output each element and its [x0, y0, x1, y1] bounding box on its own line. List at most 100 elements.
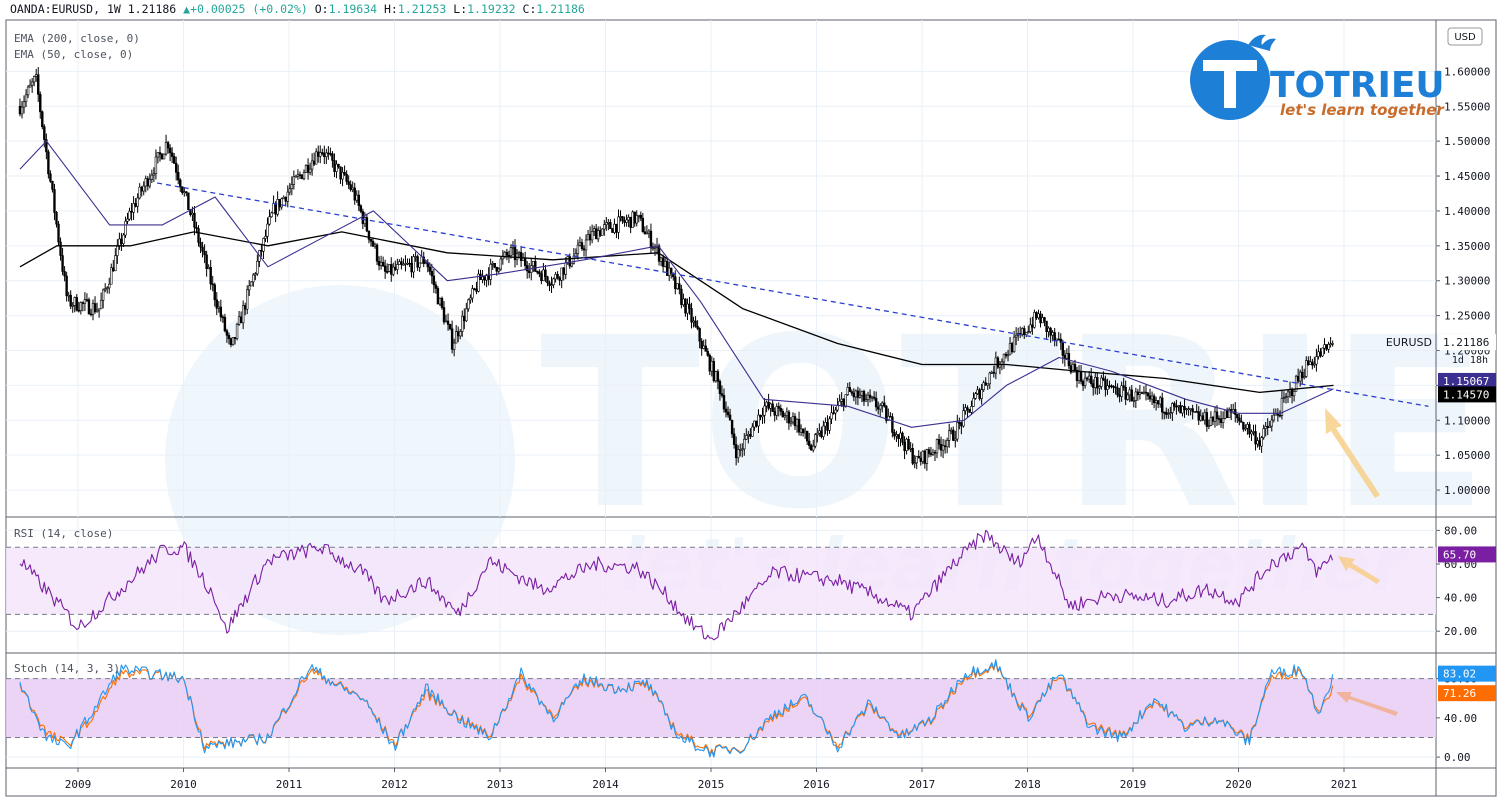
candle-body: [929, 453, 933, 455]
time-axis[interactable]: 2009 2010 2011 2012 2013 2014 2015 2016 2017 2018…: [65, 768, 1358, 791]
candle-body: [824, 422, 827, 427]
candle-body: [917, 455, 920, 459]
candle-body: [966, 407, 969, 410]
currency-button[interactable]: USD: [1447, 27, 1483, 46]
candle-body: [156, 152, 160, 158]
candle-body: [698, 328, 701, 342]
candle-body: [1126, 394, 1129, 400]
candle-body: [665, 260, 669, 276]
candle-body: [793, 416, 797, 427]
candle-body: [1303, 376, 1306, 379]
candle-body: [1049, 327, 1052, 336]
candle-body: [611, 228, 614, 233]
price-axis[interactable]: 1.60000 1.55000 1.50000 1.45000 1.40000 1.350…: [1436, 65, 1490, 764]
candle-body: [1323, 344, 1326, 349]
candle-body: [164, 142, 168, 155]
arrow-rsi-icon: [1338, 556, 1380, 584]
candle-body: [505, 251, 509, 256]
candle-body: [388, 264, 391, 272]
candle-body: [718, 381, 722, 394]
candle-body: [528, 270, 531, 273]
candle-body: [357, 194, 360, 206]
candle-body: [893, 432, 896, 437]
candle-body: [1004, 353, 1008, 357]
candle-body: [1317, 351, 1320, 357]
candle-body: [954, 438, 957, 441]
candle-body: [28, 84, 32, 88]
header-interval: 1W: [107, 2, 121, 16]
candle-body: [962, 410, 965, 427]
ema200-legend[interactable]: EMA (200, close, 0): [14, 32, 140, 45]
candle-body: [588, 234, 592, 241]
currency-label[interactable]: USD: [1454, 32, 1476, 43]
candle-body: [268, 216, 271, 225]
candle-body: [548, 282, 551, 286]
stoch-legend[interactable]: Stoch (14, 3, 3): [14, 662, 120, 675]
candle-body: [497, 268, 500, 272]
candle-body: [1094, 377, 1097, 388]
candle-body: [688, 303, 691, 309]
y-tick-label-stoch: 0.00: [1444, 751, 1471, 764]
x-tick-label: 2012: [381, 778, 408, 791]
candle-body: [221, 316, 225, 319]
candle-body: [816, 432, 819, 435]
chart-frame: [5, 19, 1497, 797]
candle-body: [1246, 424, 1249, 429]
candle-body: [465, 308, 468, 322]
candle-body: [215, 299, 218, 309]
candle-body: [116, 246, 119, 256]
ema200-value-label: 1.14570: [1443, 388, 1489, 401]
candle-body: [945, 440, 949, 448]
candle-body: [120, 238, 123, 244]
candle-body: [276, 199, 279, 215]
logo-brand: TOTRIEU: [1270, 65, 1445, 106]
candle-body: [702, 345, 705, 349]
candle-body: [982, 382, 985, 390]
candle-body: [239, 316, 243, 324]
candle-body: [26, 86, 30, 96]
candle-body: [503, 251, 507, 257]
candle-body: [1270, 419, 1273, 427]
candle-body: [1083, 377, 1087, 386]
candle-body: [81, 302, 85, 304]
candle-body: [483, 276, 486, 281]
candle-body: [101, 289, 105, 301]
candle-body: [864, 399, 868, 402]
stoch-d-value-label: 71.26: [1443, 687, 1476, 700]
candle-body: [739, 449, 742, 451]
candle-body: [1069, 365, 1073, 373]
candle-body: [1154, 400, 1158, 403]
candle-body: [160, 153, 164, 160]
candle-body: [347, 181, 350, 185]
candle-body: [1260, 437, 1263, 447]
candle-body: [546, 276, 549, 284]
candle-body: [519, 252, 523, 261]
candle-body: [146, 178, 149, 187]
candle-body: [1274, 413, 1278, 416]
candle-body: [1225, 409, 1229, 418]
ema50-legend[interactable]: EMA (50, close, 0): [14, 48, 133, 61]
candle-body: [769, 403, 772, 409]
candle-body: [866, 394, 870, 400]
candle-body: [266, 223, 269, 237]
candle-body: [1313, 363, 1316, 366]
candle-body: [745, 435, 748, 440]
candle-body: [430, 271, 434, 277]
candle-body: [803, 430, 807, 434]
candle-body: [708, 355, 711, 372]
candle-body: [1250, 431, 1253, 435]
candle-body: [870, 396, 874, 399]
rsi-legend[interactable]: RSI (14, close): [14, 527, 113, 540]
candle-body: [24, 94, 28, 103]
candle-body: [596, 230, 600, 240]
candle-body: [450, 328, 454, 350]
candle-body: [1331, 343, 1334, 345]
candle-body: [1039, 313, 1042, 324]
candle-body: [1278, 414, 1282, 417]
candle-body: [1144, 391, 1148, 394]
candle-body: [99, 299, 103, 310]
candle-body: [990, 371, 993, 374]
candle-body: [736, 449, 740, 459]
